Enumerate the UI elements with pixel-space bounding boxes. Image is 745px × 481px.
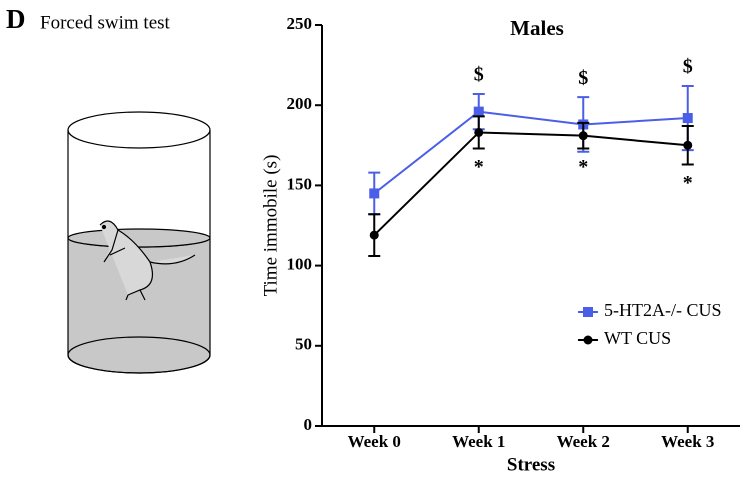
- panel-label: D: [6, 4, 26, 34]
- y-axis-label: Time immobile (s): [260, 155, 281, 297]
- data-point: [369, 230, 379, 240]
- data-point: [473, 106, 484, 117]
- legend-marker: [583, 335, 593, 345]
- significance-label: $: [578, 67, 588, 89]
- y-tick-label: 250: [287, 14, 313, 33]
- y-tick-label: 200: [287, 94, 313, 113]
- significance-label: *: [683, 172, 693, 194]
- significance-label: $: [683, 56, 693, 78]
- significance-label: $: [474, 64, 484, 86]
- significance-label: *: [578, 156, 588, 178]
- y-tick-label: 150: [287, 174, 313, 193]
- data-point: [683, 140, 693, 150]
- data-point: [682, 113, 693, 124]
- x-tick-label: Week 3: [661, 432, 714, 451]
- data-point: [474, 127, 484, 137]
- y-tick-label: 100: [287, 255, 313, 274]
- cylinder-illustration: [67, 111, 211, 374]
- x-tick-label: Week 1: [452, 432, 505, 451]
- chart-title: Males: [510, 16, 564, 40]
- legend-marker: [583, 307, 593, 317]
- x-tick-label: Week 0: [348, 432, 401, 451]
- x-axis-label: Stress: [507, 454, 555, 475]
- series-line: [373, 110, 688, 195]
- x-tick-label: Week 2: [557, 432, 610, 451]
- legend-label: 5-HT2A-/- CUS: [604, 300, 722, 320]
- caption: Forced swim test: [40, 12, 171, 33]
- data-point: [578, 131, 588, 141]
- y-tick-label: 0: [304, 415, 313, 434]
- series-line: [373, 131, 688, 236]
- legend-label: WT CUS: [604, 328, 671, 348]
- significance-label: *: [474, 156, 484, 178]
- data-point: [369, 188, 380, 199]
- y-tick-label: 50: [295, 335, 312, 354]
